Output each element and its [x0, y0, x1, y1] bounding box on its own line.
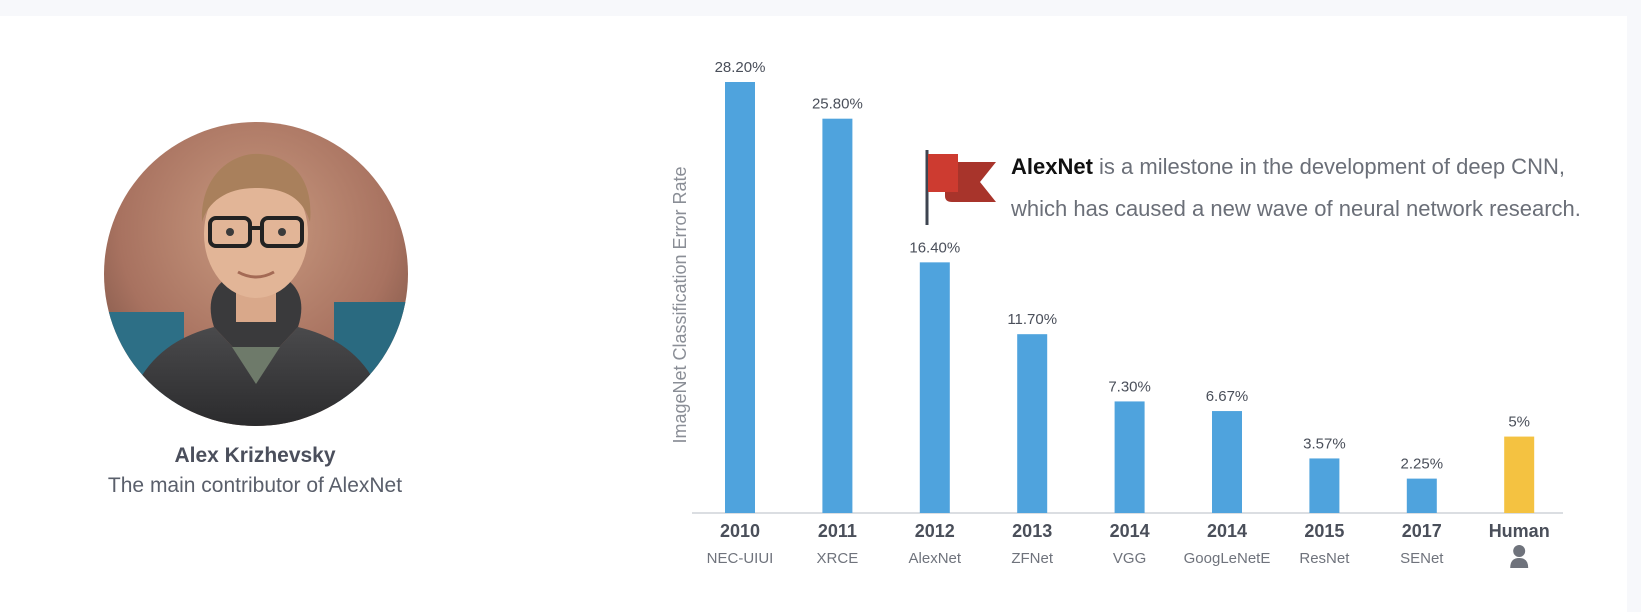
person-name: Alex Krizhevsky [174, 444, 336, 467]
tick-label-2017-7: 2017 [1402, 521, 1442, 541]
tick-label-2012-2: 2012 [915, 521, 955, 541]
portrait-image [104, 122, 408, 426]
y-axis-label: ImageNet Classification Error Rate [670, 166, 690, 443]
bar-2014-4 [1114, 401, 1145, 513]
value-label-human-8: 5% [1508, 414, 1530, 431]
bar-human-8 [1504, 436, 1535, 513]
model-label-2015-6: ResNet [1299, 550, 1350, 567]
person-caption: The main contributor of AlexNet [107, 474, 403, 497]
bar-2015-6 [1309, 458, 1340, 513]
bars-group: 28.20% 2010 NEC-UIUI 25.80% 2011 XRCE 16.40% 20… [707, 59, 1550, 568]
value-label-2014-5: 6.67% [1206, 388, 1249, 405]
note-text-line1: is a milestone in the development of dee… [1092, 154, 1565, 179]
model-label-2012-2: AlexNet [909, 550, 962, 567]
bar-2013-3 [1017, 334, 1048, 513]
bar-2017-7 [1406, 478, 1437, 513]
model-label-2014-5: GoogLeNetE [1184, 550, 1271, 567]
tick-label-2015-6: 2015 [1304, 521, 1344, 541]
flag-icon [925, 150, 996, 225]
bar-2012-2 [919, 262, 950, 513]
note-highlight: AlexNet [1011, 154, 1093, 179]
person-icon [1510, 545, 1529, 568]
bar-2010-0 [725, 82, 755, 513]
tick-label-2014-4: 2014 [1110, 521, 1150, 541]
tick-label-2013-3: 2013 [1012, 521, 1052, 541]
bar-2011-1 [822, 118, 853, 514]
value-label-2015-6: 3.57% [1303, 435, 1346, 452]
value-label-2013-3: 11.70% [1007, 311, 1057, 328]
model-label-2013-3: ZFNet [1011, 550, 1054, 567]
note-text-line2: which has caused a new wave of neural ne… [1011, 196, 1581, 221]
profile-photo [104, 122, 408, 426]
value-label-2010-0: 28.20% [715, 59, 766, 76]
model-label-2010-0: NEC-UIUI [707, 550, 774, 567]
tick-label-2014-5: 2014 [1207, 521, 1247, 541]
value-label-2017-7: 2.25% [1401, 456, 1444, 473]
tick-label-human-8: Human [1489, 521, 1550, 541]
tick-label-2011-1: 2011 [818, 521, 857, 541]
bar-2014-5 [1212, 411, 1242, 513]
model-label-2017-7: SENet [1400, 550, 1444, 567]
alexnet-note: AlexNet is a milestone in the developmen… [1011, 146, 1631, 230]
tick-label-2010-0: 2010 [720, 521, 760, 541]
model-label-2011-1: XRCE [817, 550, 859, 567]
value-label-2014-4: 7.30% [1108, 378, 1151, 395]
model-label-2014-4: VGG [1113, 550, 1146, 567]
value-label-2012-2: 16.40% [909, 239, 960, 256]
value-label-2011-1: 25.80% [812, 96, 863, 113]
